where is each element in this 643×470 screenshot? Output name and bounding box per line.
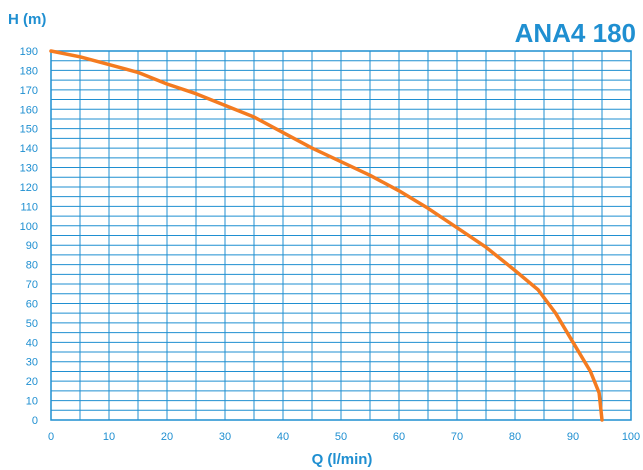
y-tick-label: 110 xyxy=(20,201,38,213)
chart-title: ANA4 180 xyxy=(515,18,636,48)
y-tick-label: 40 xyxy=(26,337,38,349)
y-tick-label: 10 xyxy=(26,396,38,408)
x-tick-label: 50 xyxy=(335,431,347,443)
y-tick-label: 190 xyxy=(20,46,38,58)
y-tick-label: 120 xyxy=(20,182,38,194)
y-tick-label: 80 xyxy=(26,260,38,272)
x-tick-label: 100 xyxy=(622,431,640,443)
x-tick-label: 40 xyxy=(277,431,289,443)
x-tick-label: 80 xyxy=(509,431,521,443)
grid xyxy=(50,50,632,421)
y-tick-label: 180 xyxy=(20,65,38,77)
tick-labels: 0 10 20 30 40 50 60 70 80 90 100 0 10 20 30 40 50 60 70 80 9… xyxy=(20,46,641,443)
series-layer xyxy=(49,49,604,422)
series-line xyxy=(49,49,604,422)
x-tick-label: 90 xyxy=(567,431,579,443)
x-tick-label: 20 xyxy=(161,431,173,443)
y-tick-label: 150 xyxy=(20,124,38,136)
y-tick-label: 20 xyxy=(26,376,38,388)
x-tick-label: 30 xyxy=(219,431,231,443)
y-tick-label: 140 xyxy=(20,143,38,155)
y-tick-label: 90 xyxy=(26,240,38,252)
plot-frame xyxy=(50,50,632,421)
x-tick-label: 60 xyxy=(393,431,405,443)
x-axis-label: Q (l/min) xyxy=(312,451,373,468)
y-tick-label: 60 xyxy=(26,298,38,310)
y-tick-label: 100 xyxy=(20,221,38,233)
x-tick-label: 0 xyxy=(48,431,54,443)
y-tick-label: 130 xyxy=(20,163,38,175)
y-tick-label: 50 xyxy=(26,318,38,330)
y-tick-label: 0 xyxy=(32,415,38,427)
y-tick-label: 30 xyxy=(26,357,38,369)
y-tick-label: 170 xyxy=(20,85,38,97)
x-tick-label: 10 xyxy=(103,431,115,443)
x-tick-label: 70 xyxy=(451,431,463,443)
y-axis-label: H (m) xyxy=(8,11,46,28)
y-tick-label: 70 xyxy=(26,279,38,291)
y-tick-label: 160 xyxy=(20,104,38,116)
